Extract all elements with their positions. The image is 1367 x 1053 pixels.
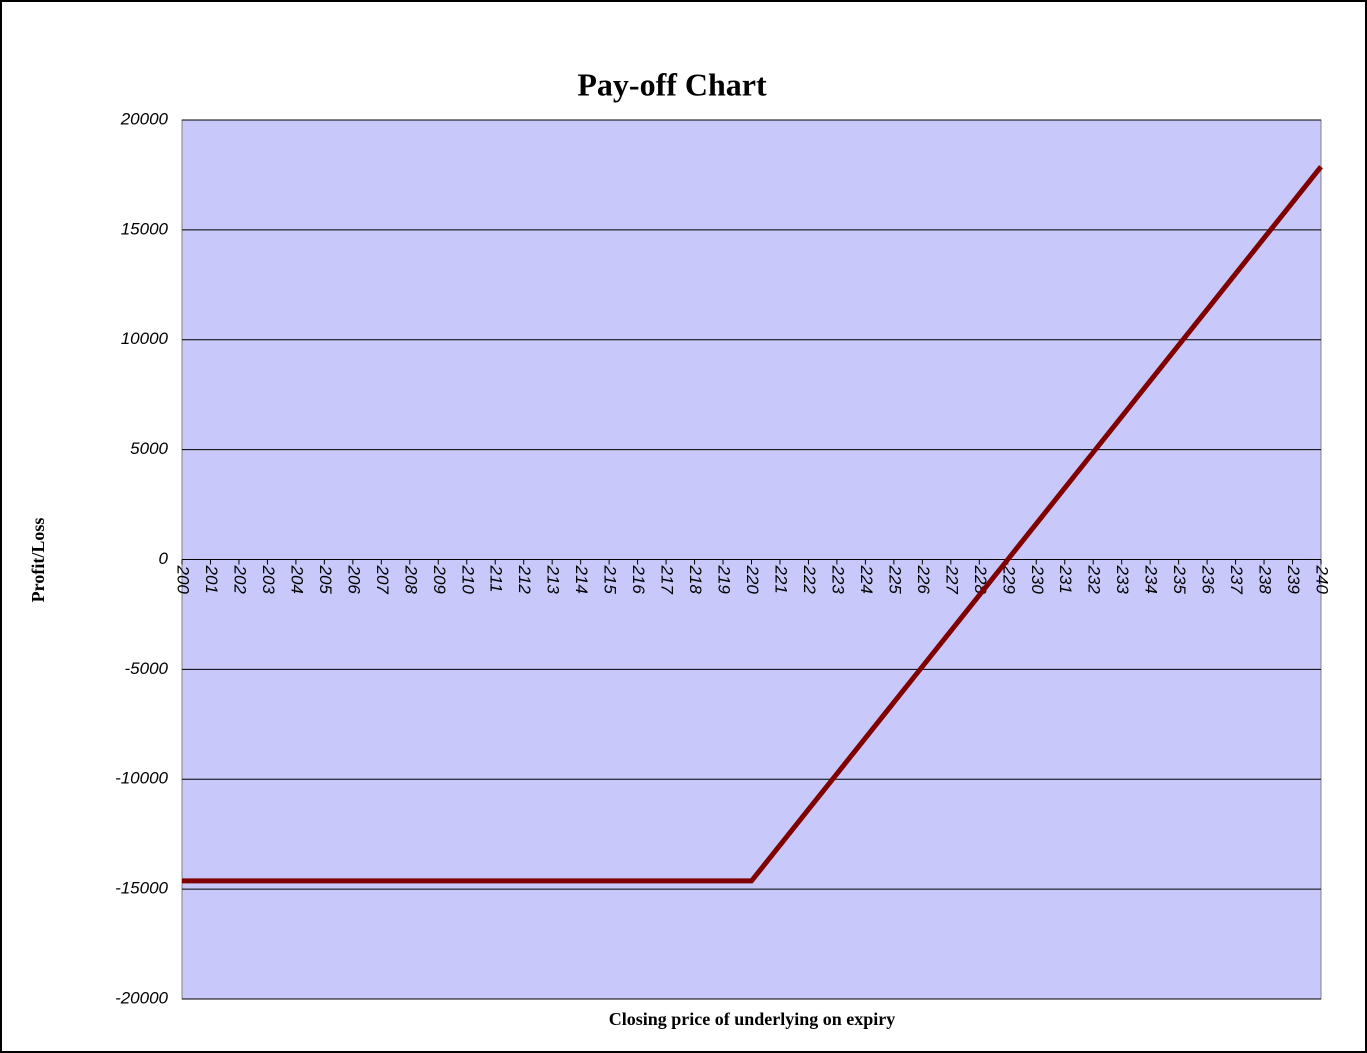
x-tick-label: 219 (715, 565, 734, 595)
x-tick-label: 203 (259, 565, 278, 595)
x-tick-label: 218 (686, 565, 705, 595)
x-tick-label: 239 (1284, 565, 1303, 595)
x-tick-label: 221 (771, 565, 790, 594)
x-tick-label: 212 (515, 565, 534, 595)
x-tick-label: 213 (544, 565, 563, 595)
x-tick-label: 234 (1142, 565, 1161, 594)
x-tick-label: 227 (942, 565, 961, 595)
x-tick-label: 226 (914, 565, 933, 595)
x-tick-label: 205 (316, 565, 335, 595)
x-tick-label: 238 (1256, 565, 1275, 595)
x-tick-label: 233 (1113, 565, 1132, 595)
x-tick-label: 236 (1199, 565, 1218, 595)
x-tick-label: 209 (430, 565, 449, 595)
x-tick-label: 240 (1313, 565, 1332, 595)
x-tick-label: 201 (202, 565, 221, 594)
x-tick-label: 216 (629, 565, 648, 595)
x-tick-label: 235 (1170, 565, 1189, 595)
x-tick-label: 224 (857, 565, 876, 594)
x-tick-label: 228 (971, 565, 990, 595)
y-tick-label: 20000 (120, 109, 169, 128)
x-axis-label: Closing price of underlying on expiry (609, 1009, 896, 1029)
x-tick-label: 214 (572, 565, 591, 594)
x-tick-label: 207 (373, 565, 392, 595)
y-axis-label: Profit/Loss (28, 518, 48, 603)
x-tick-label: 237 (1227, 565, 1246, 595)
y-tick-label: 15000 (121, 219, 169, 238)
x-tick-label: 215 (601, 565, 620, 595)
x-tick-label: 231 (1056, 565, 1075, 594)
x-tick-label: 208 (401, 565, 420, 595)
x-tick-label: 211 (487, 565, 506, 593)
x-tick-label: 230 (1028, 565, 1047, 595)
x-tick-label: 229 (999, 565, 1018, 595)
x-tick-label: 232 (1085, 565, 1104, 595)
y-tick-label: 0 (159, 549, 169, 568)
x-tick-label: 206 (344, 565, 363, 595)
x-tick-label: 217 (658, 565, 677, 595)
x-tick-label: 222 (800, 565, 819, 595)
y-tick-label: 5000 (130, 439, 168, 458)
line-series (182, 165, 1323, 884)
x-tick-label: 204 (287, 565, 306, 594)
y-tick-label: -20000 (115, 988, 168, 1007)
x-tick-label: 202 (230, 565, 249, 595)
y-tick-label: -15000 (115, 879, 168, 898)
y-tick-label: -5000 (125, 659, 169, 678)
x-tick-label: 223 (828, 565, 847, 595)
x-tick-label: 200 (174, 565, 193, 595)
x-tick-label: 210 (458, 565, 477, 595)
x-tick-label: 225 (885, 565, 904, 595)
y-tick-label: 10000 (121, 329, 169, 348)
x-tick-label: 220 (743, 565, 762, 595)
chart-title: Pay-off Chart (577, 66, 767, 102)
y-tick-label: -10000 (115, 769, 168, 788)
